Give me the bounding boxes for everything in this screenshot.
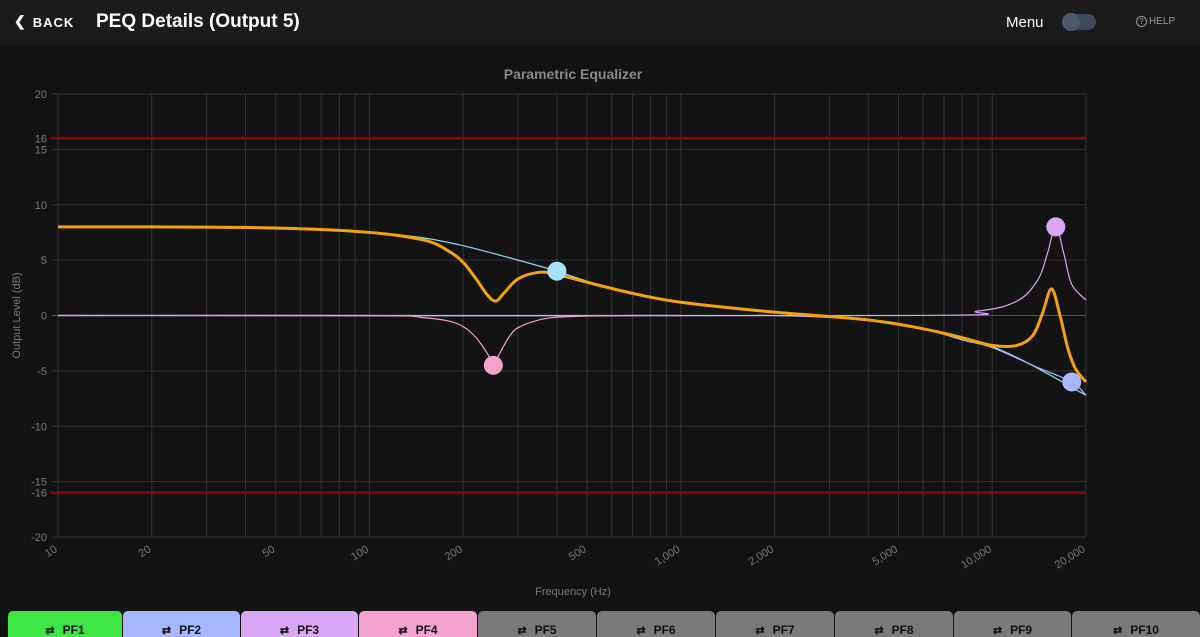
combined-response-line: [57, 225, 1088, 383]
filter-handle[interactable]: [1046, 217, 1066, 237]
x-tick-label: 20,000: [1053, 543, 1088, 571]
filter-tab-10[interactable]: ⇄ PF10: [1072, 611, 1200, 637]
y-tick-label: 0: [41, 311, 47, 323]
filter-tab-5[interactable]: ⇄ PF5: [478, 611, 596, 637]
filter-handle[interactable]: [547, 261, 567, 281]
menu-label: Menu: [1006, 14, 1044, 31]
filter-icon: ⇄: [398, 625, 408, 637]
filter-icon: ⇄: [517, 625, 527, 637]
x-tick-label: 20: [137, 543, 154, 560]
filter-tab-7[interactable]: ⇄ PF7: [716, 611, 834, 637]
filter-icon: ⇄: [45, 625, 55, 637]
top-bar: ❮ BACK PEQ Details (Output 5) Menu ? HEL…: [0, 0, 1200, 46]
filter-tab-label: PF3: [297, 623, 320, 637]
filter-icon: ⇄: [279, 625, 290, 637]
toggle-knob: [1062, 13, 1080, 31]
x-axis-label: Frequency (Hz): [535, 586, 611, 598]
filter-icon: ⇄: [874, 625, 884, 637]
question-circle-icon: ?: [1136, 16, 1147, 27]
y-axis-label: Output Level (dB): [11, 272, 23, 358]
y-tick-label: 5: [41, 255, 47, 267]
page-title: PEQ Details (Output 5): [96, 11, 300, 32]
chevron-left-icon: ❮: [14, 13, 27, 29]
filter-icon: ⇄: [755, 625, 765, 637]
x-tick-label: 1,000: [653, 543, 683, 568]
back-button[interactable]: ❮ BACK: [14, 13, 75, 31]
filter-icon: ⇄: [1113, 625, 1123, 637]
filter-tab-9[interactable]: ⇄ PF9: [954, 611, 1071, 637]
x-tick-label: 10: [43, 543, 60, 560]
y-tick-label: -5: [37, 366, 47, 378]
filter-tab-label: PF5: [534, 623, 557, 637]
filter-tab-4[interactable]: ⇄ PF4: [359, 611, 477, 637]
x-tick-label: 50: [261, 543, 278, 560]
x-tick-label: 500: [567, 543, 589, 563]
x-tick-label: 5,000: [870, 543, 900, 568]
y-tick-label: -10: [31, 421, 47, 433]
filter-tab-label: PF8: [891, 623, 914, 637]
filter-tabs: ⇄ PF1 ⇄ PF2 ⇄ PF3 ⇄ PF4 ⇄ PF5 ⇄ PF6 ⇄ PF7 ⇄ PF8 ⇄ PF9 ⇄ PF1…: [0, 611, 1200, 637]
filter-handle[interactable]: [483, 355, 503, 375]
y-tick-label: -16: [31, 488, 47, 500]
filter-tab-label: PF9: [1010, 623, 1033, 637]
back-label: BACK: [32, 15, 75, 30]
filter-tab-2[interactable]: ⇄ PF2: [123, 611, 240, 637]
filter-icon: ⇄: [161, 625, 172, 637]
filter-tab-label: PF7: [772, 623, 795, 637]
x-tick-label: 100: [349, 543, 371, 563]
filter-tab-label: PF6: [653, 623, 676, 637]
filter-tab-label: PF2: [179, 623, 202, 637]
x-tick-label: 200: [443, 543, 465, 563]
help-label: HELP: [1149, 16, 1176, 27]
filter-icon: ⇄: [992, 625, 1003, 637]
filter-handle[interactable]: [1062, 372, 1082, 392]
filter-tab-label: PF4: [415, 623, 438, 637]
x-tick-label: 2,000: [746, 543, 776, 568]
filter-icon: ⇄: [636, 625, 646, 637]
filter-tab-6[interactable]: ⇄ PF6: [597, 611, 715, 637]
y-tick-label: 16: [35, 133, 47, 145]
filter-tab-label: PF1: [62, 623, 85, 637]
filter-tab-1[interactable]: ⇄ PF1: [8, 611, 122, 637]
menu-toggle[interactable]: [1062, 13, 1096, 31]
filter-tab-label: PF10: [1130, 623, 1159, 637]
filter-tab-8[interactable]: ⇄ PF8: [835, 611, 953, 637]
filter-tab-3[interactable]: ⇄ PF3: [241, 611, 358, 637]
help-button[interactable]: ? HELP: [1136, 16, 1175, 27]
chart-title: Parametric Equalizer: [504, 66, 643, 82]
y-tick-label: 15: [35, 144, 47, 156]
y-tick-label: -20: [31, 532, 47, 544]
y-tick-label: -15: [31, 477, 47, 489]
x-tick-label: 10,000: [959, 543, 994, 571]
y-tick-label: 10: [35, 200, 47, 212]
y-tick-label: 20: [35, 89, 47, 101]
